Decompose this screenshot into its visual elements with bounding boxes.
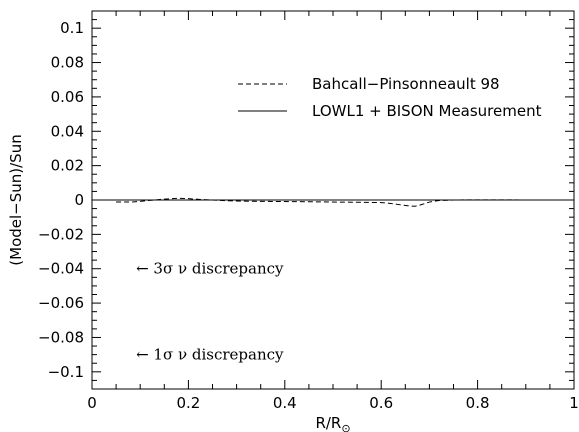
y-tick-label: −0.08 bbox=[38, 328, 84, 346]
y-tick-label: 0.1 bbox=[60, 19, 84, 37]
x-axis-label-main: R/R bbox=[315, 414, 341, 432]
legend-label: Bahcall−Pinsonneault 98 bbox=[312, 75, 500, 93]
x-axis-label: R/R⊙ bbox=[315, 414, 350, 432]
x-tick-label: 0.2 bbox=[176, 394, 200, 412]
y-tick-label: 0.08 bbox=[51, 54, 84, 72]
y-tick-label: −0.02 bbox=[38, 225, 84, 243]
x-tick-label: 0 bbox=[87, 394, 97, 412]
y-tick-label: −0.06 bbox=[38, 294, 84, 312]
x-tick-label: 0.4 bbox=[273, 394, 297, 412]
x-axis-label-subscript: ⊙ bbox=[341, 422, 350, 432]
y-tick-label: 0.06 bbox=[51, 88, 84, 106]
annotation: ← 1σ ν discrepancy bbox=[136, 346, 284, 364]
x-tick-label: 0.6 bbox=[369, 394, 393, 412]
annotation: ← 3σ ν discrepancy bbox=[136, 260, 284, 278]
y-tick-label: −0.1 bbox=[48, 363, 84, 381]
y-tick-label: 0.04 bbox=[51, 122, 84, 140]
y-axis-label: (Model−Sun)/Sun bbox=[7, 134, 25, 265]
y-tick-label: −0.04 bbox=[38, 260, 84, 278]
y-tick-label: 0.02 bbox=[51, 157, 84, 175]
series-line-bahcall-pinsonneault bbox=[116, 197, 550, 207]
legend-label: LOWL1 + BISON Measurement bbox=[312, 102, 542, 120]
x-tick-label: 0.8 bbox=[466, 394, 490, 412]
x-tick-label: 1 bbox=[569, 394, 579, 412]
y-tick-label: 0 bbox=[74, 191, 84, 209]
